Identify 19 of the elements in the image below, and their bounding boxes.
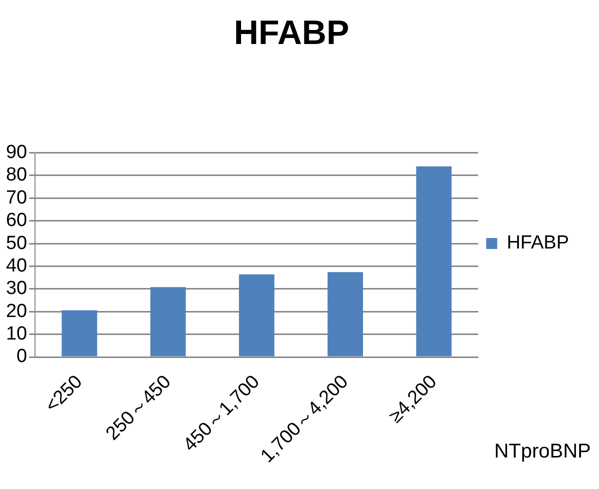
y-tick-label: 90 bbox=[6, 142, 28, 164]
chart-title: HFABP bbox=[234, 14, 350, 52]
bar bbox=[416, 166, 452, 356]
y-tick-label: 70 bbox=[6, 187, 28, 208]
bar bbox=[150, 287, 186, 356]
x-tick-label: 250～450 bbox=[102, 371, 176, 445]
y-tick-label: 0 bbox=[16, 346, 28, 368]
bar bbox=[62, 310, 98, 356]
y-tick-label: 80 bbox=[6, 164, 28, 186]
x-axis-title: NTproBNP bbox=[494, 440, 591, 463]
y-tick-label: 10 bbox=[6, 324, 28, 345]
legend-label: HFABP bbox=[506, 232, 570, 254]
y-tick-label: 40 bbox=[6, 255, 28, 276]
y-tick-label: 30 bbox=[6, 278, 28, 300]
bar bbox=[238, 274, 274, 356]
y-tick-label: 20 bbox=[6, 300, 28, 322]
y-tick-label: 60 bbox=[6, 210, 28, 232]
y-tick-label: 50 bbox=[6, 232, 28, 254]
bar bbox=[328, 272, 364, 356]
